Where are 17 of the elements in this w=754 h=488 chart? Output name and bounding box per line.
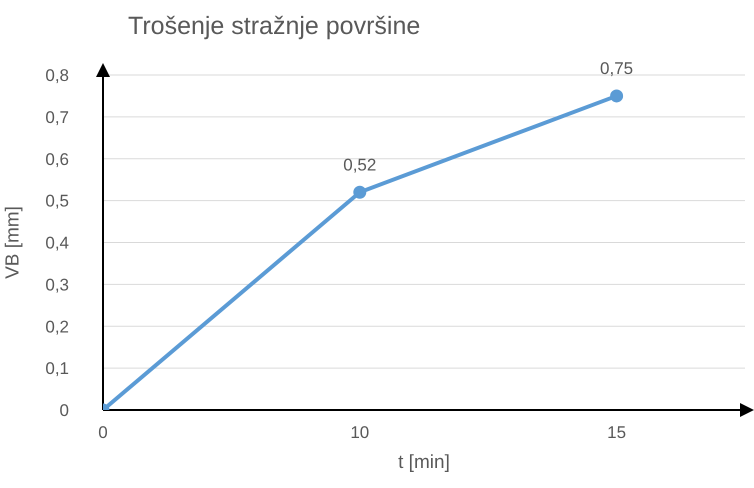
y-tick-label: 0,4 bbox=[45, 234, 69, 253]
x-tick-label: 15 bbox=[607, 423, 626, 442]
x-tick-label: 0 bbox=[98, 423, 108, 442]
chart-title: Trošenje stražnje površine bbox=[128, 12, 420, 41]
y-tick-label: 0,8 bbox=[45, 66, 69, 86]
y-tick-label: 0,5 bbox=[45, 192, 69, 211]
x-tick-label: 10 bbox=[350, 423, 370, 442]
y-tick-label: 0,3 bbox=[45, 275, 69, 294]
data-label: 0,52 bbox=[343, 155, 376, 174]
data-label: 0,75 bbox=[600, 58, 634, 78]
y-tick-label: 0,7 bbox=[45, 108, 69, 127]
y-tick-label: 0,6 bbox=[45, 150, 69, 169]
y-axis-title: VB [mm] bbox=[2, 206, 24, 279]
y-tick-label: 0,1 bbox=[45, 359, 69, 378]
y-tick-label: 0,2 bbox=[45, 317, 69, 336]
x-axis-title: t [min] bbox=[398, 452, 450, 473]
y-tick-label: 0 bbox=[60, 401, 69, 420]
